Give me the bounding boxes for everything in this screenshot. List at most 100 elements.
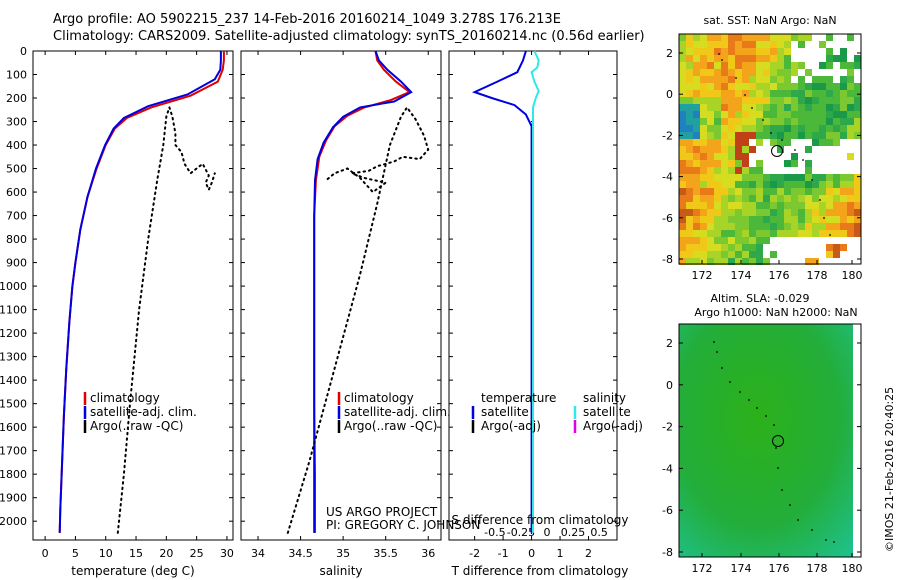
depth-tick-label: 1600 [0, 421, 27, 434]
sst-cell [819, 216, 826, 223]
sst-cell [805, 132, 812, 139]
sst-cell [735, 111, 742, 118]
sst-cell [679, 55, 686, 62]
sst-cell [847, 202, 854, 209]
sst-cell [693, 125, 700, 132]
depth-tick-label: 800 [6, 233, 27, 246]
sst-cell [840, 230, 847, 237]
sst-cell [763, 209, 770, 216]
sla-track-point [716, 351, 718, 353]
sst-cell [812, 188, 819, 195]
sst-cell [700, 34, 707, 41]
sst-cell [693, 251, 700, 258]
sst-cell [714, 132, 721, 139]
sst-cell [784, 118, 791, 125]
sst-cell [735, 230, 742, 237]
sst-cell [728, 167, 735, 174]
sst-cell [742, 216, 749, 223]
sst-track-point [735, 77, 737, 79]
sst-cell [847, 132, 854, 139]
sst-cell [693, 174, 700, 181]
sst-cell [686, 104, 693, 111]
imos-footer: ©IMOS 21-Feb-2016 20:40:25 [883, 387, 896, 552]
sst-cell [707, 55, 714, 62]
sla-map-title-2: Argo h1000: NaN h2000: NaN [694, 306, 857, 319]
sst-cell [770, 97, 777, 104]
sst-cell [693, 139, 700, 146]
sst-cell [819, 139, 826, 146]
sst-cell [805, 195, 812, 202]
sst-cell [679, 97, 686, 104]
sst-cell [784, 230, 791, 237]
sst-cell [735, 195, 742, 202]
sst-cell [819, 195, 826, 202]
sst-cell [805, 111, 812, 118]
sst-cell [742, 181, 749, 188]
sst-cell [812, 76, 819, 83]
sst-cell [833, 223, 840, 230]
sst-cell [707, 104, 714, 111]
sst-cell [728, 223, 735, 230]
sst-cell [833, 209, 840, 216]
sst-cell [840, 62, 847, 69]
sst-cell [686, 153, 693, 160]
sst-cell [679, 34, 686, 41]
sst-cell [749, 188, 756, 195]
sst-cell [819, 111, 826, 118]
sst-cell [679, 202, 686, 209]
sst-cell [756, 76, 763, 83]
sst-cell [700, 139, 707, 146]
sst-cell [735, 104, 742, 111]
sst-cell [756, 188, 763, 195]
sst-cell [812, 104, 819, 111]
sst-cell [728, 48, 735, 55]
sst-cell [700, 209, 707, 216]
sst-cell [770, 55, 777, 62]
sst-cell [784, 139, 791, 146]
sst-cell [819, 174, 826, 181]
sst-cell [833, 139, 840, 146]
sst-cell [735, 132, 742, 139]
sst-cell [686, 111, 693, 118]
sst-cell [770, 111, 777, 118]
sst-cell [798, 118, 805, 125]
sst-cell [693, 223, 700, 230]
legend-label-s-satellite: satellite [583, 405, 631, 419]
sst-cell [805, 125, 812, 132]
salinity-legend: climatology satellite-adj. clim. Argo(..… [337, 391, 451, 433]
sst-cell [728, 230, 735, 237]
sst-cell [826, 209, 833, 216]
sst-cell [819, 132, 826, 139]
sst-cell [742, 174, 749, 181]
sst-cell [714, 258, 721, 265]
sst-cell [854, 209, 861, 216]
sla-track-point [773, 424, 775, 426]
sst-cell [686, 146, 693, 153]
sst-cell [763, 181, 770, 188]
sst-cell [686, 62, 693, 69]
sla-track-point [781, 489, 783, 491]
sst-cell [686, 48, 693, 55]
sst-cell [805, 167, 812, 174]
sst-cell [826, 76, 833, 83]
sla-map-field [679, 324, 853, 557]
sst-cell [756, 48, 763, 55]
sst-cell [819, 76, 826, 83]
sst-cell [777, 62, 784, 69]
sst-cell [707, 237, 714, 244]
sst-cell [714, 34, 721, 41]
sla-track-point [825, 539, 827, 541]
sst-map-title: sat. SST: NaN Argo: NaN [703, 14, 836, 27]
sst-cell [833, 83, 840, 90]
sst-cell [686, 202, 693, 209]
sst-cell [721, 223, 728, 230]
sst-cell [805, 174, 812, 181]
sst-cell [700, 160, 707, 167]
sst-cell [812, 230, 819, 237]
sst-cell [833, 125, 840, 132]
sst-cell [714, 125, 721, 132]
sst-cell [686, 90, 693, 97]
sst-cell [700, 230, 707, 237]
sst-track-point [819, 199, 821, 201]
sst-cell [714, 244, 721, 251]
